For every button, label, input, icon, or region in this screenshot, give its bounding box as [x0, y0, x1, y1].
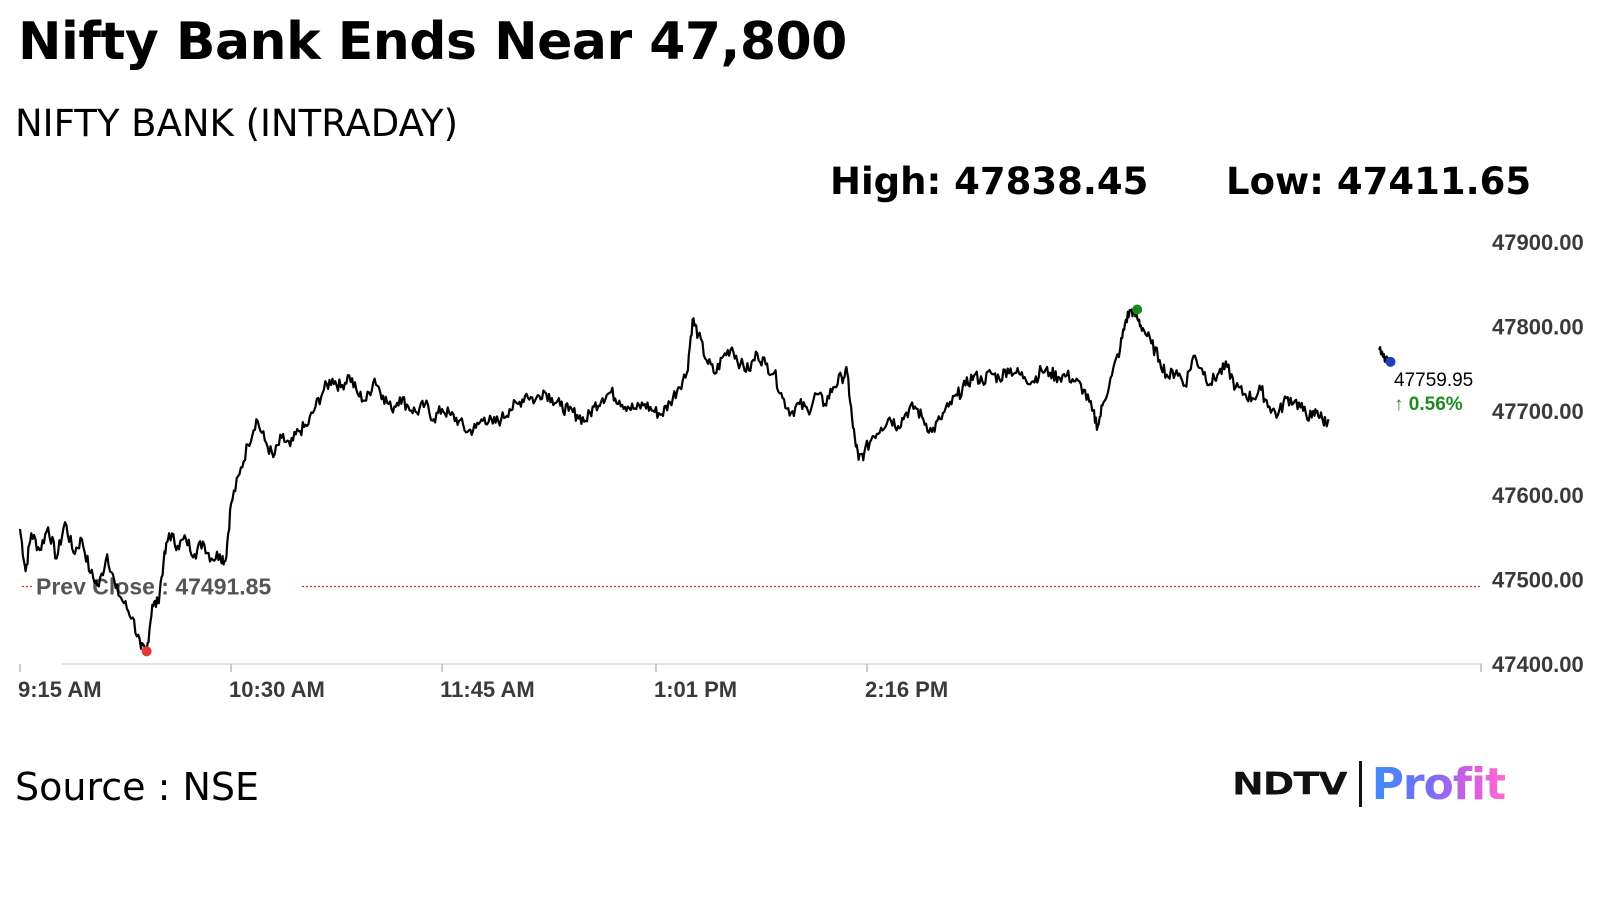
y-tick-label: 47800.00 [1492, 314, 1584, 339]
prev-close-label: Prev Close : 47491.85 [36, 573, 271, 599]
last-price-marker [1385, 356, 1396, 367]
x-tick-label: 9:15 AM [18, 677, 102, 702]
y-tick-label: 47600.00 [1492, 483, 1584, 508]
logo-ndtv-text: NDTV [1232, 765, 1348, 803]
y-tick-label: 47400.00 [1492, 652, 1584, 677]
y-tick-label: 47700.00 [1492, 399, 1584, 424]
intraday-line-chart: 47900.00 47800.00 47700.00 47600.00 47500.00… [18, 230, 1584, 702]
logo-profit-text: Profit [1371, 758, 1506, 810]
day-high: High: 47838.45 [830, 160, 1149, 203]
x-tick-label: 1:01 PM [654, 677, 737, 702]
ndtv-profit-logo: NDTV Profit [1232, 756, 1506, 812]
series-group [18, 306, 1392, 653]
high-marker [1132, 304, 1143, 315]
last-price-label: 47759.95 [1394, 370, 1473, 391]
page-title: Nifty Bank Ends Near 47,800 [18, 12, 847, 72]
y-tick-label: 47500.00 [1492, 568, 1584, 593]
x-tick-label: 11:45 AM [440, 677, 535, 702]
x-axis: 9:15 AM 10:30 AM 11:45 AM 1:01 PM 2:16 PM [18, 663, 1482, 702]
logo-separator [1358, 761, 1362, 807]
price-line [18, 306, 1392, 653]
change-label: ↑ 0.56% [1394, 394, 1463, 415]
y-tick-label: 47900.00 [1492, 230, 1584, 255]
chart-subtitle: NIFTY BANK (INTRADAY) [15, 102, 459, 145]
x-tick-label: 10:30 AM [229, 677, 325, 702]
day-low: Low: 47411.65 [1226, 160, 1532, 203]
source-note: Source : NSE [15, 765, 260, 809]
x-tick-label: 2:16 PM [865, 677, 948, 702]
low-marker [141, 646, 152, 657]
y-axis: 47900.00 47800.00 47700.00 47600.00 47500.00… [1492, 230, 1584, 677]
prev-close-label-bg [32, 572, 302, 599]
